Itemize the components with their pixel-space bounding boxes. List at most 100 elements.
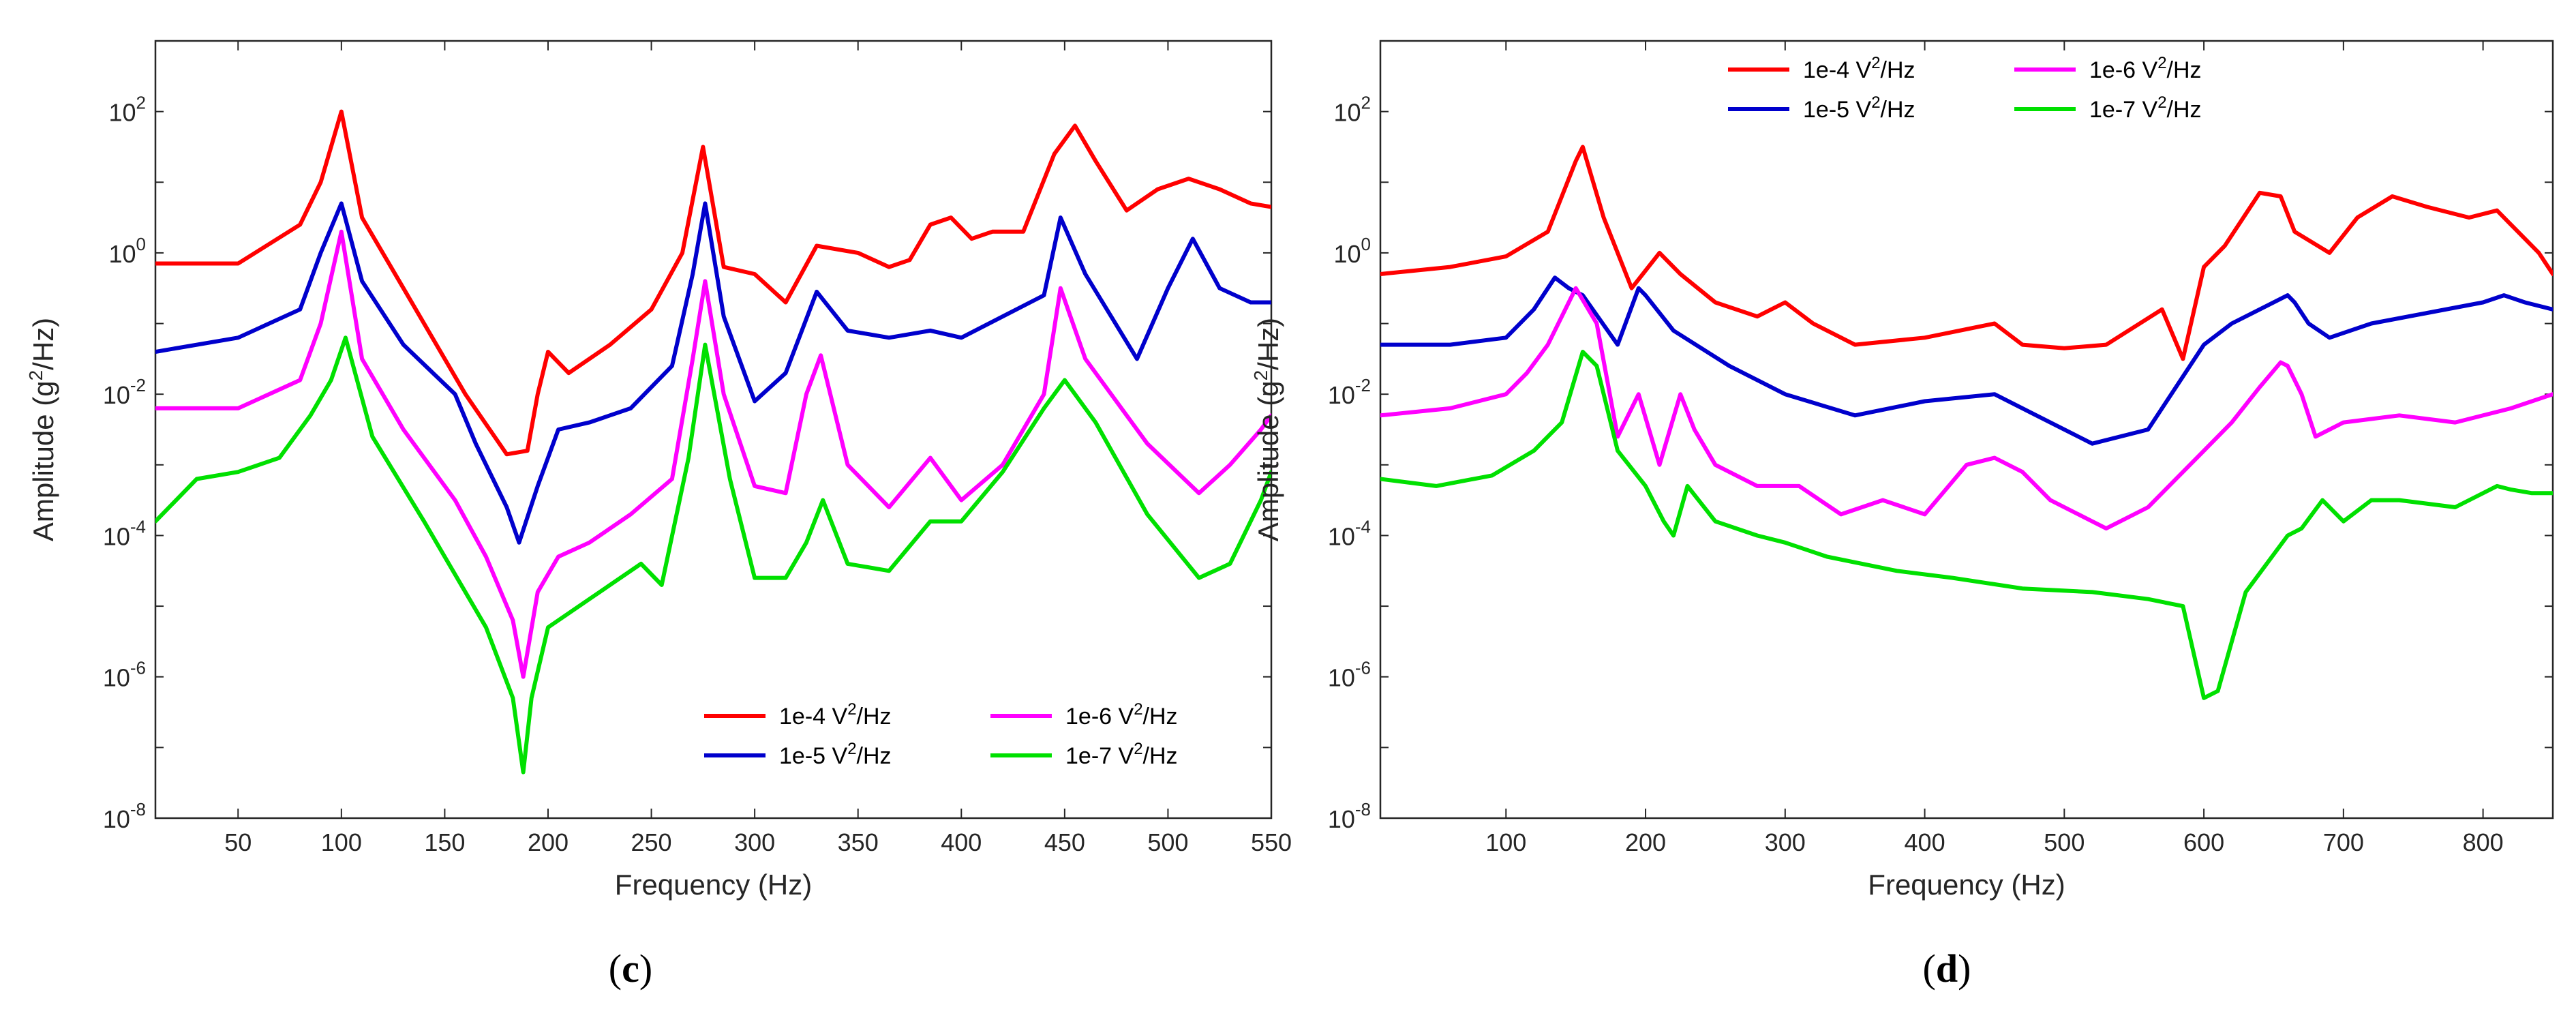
y-tick-label: 102 — [1333, 93, 1371, 127]
figure-caption: (d) — [1923, 946, 1971, 991]
legend-label-tail: /Hz — [1881, 97, 1915, 123]
legend-label-tail: /Hz — [857, 743, 892, 769]
caption-open: ( — [609, 946, 622, 991]
y-tick-label: 10-2 — [103, 375, 146, 409]
x-tick-label: 100 — [321, 828, 362, 856]
y-tick-exponent: -2 — [1355, 375, 1371, 395]
y-tick-label: 102 — [108, 93, 146, 127]
panel-d: 100 200 300 400 500 600 700 80010-810-610-410-2… — [1250, 40, 2554, 991]
legend-label-base: 1e-4 V — [779, 704, 847, 730]
x-tick-label: 450 — [1044, 828, 1085, 856]
x-tick-label: 550 — [1251, 828, 1292, 856]
series-line-2 — [1380, 275, 2553, 446]
x-tick-label: 500 — [1147, 828, 1188, 856]
y-tick-base: 10 — [1328, 805, 1355, 833]
legend-label-sup: 2 — [1871, 54, 1880, 72]
y-tick-base: 10 — [1328, 381, 1355, 409]
series-line-1 — [1380, 145, 2553, 361]
y-tick-label: 10-8 — [1328, 799, 1371, 833]
x-tick-label: 400 — [1905, 828, 1945, 856]
legend-label-sup: 2 — [1134, 740, 1142, 758]
y-tick-label: 10-4 — [103, 516, 146, 550]
y-tick-exponent: -6 — [1355, 658, 1371, 678]
legend-label-tail: /Hz — [1143, 704, 1178, 730]
x-tick-label: 700 — [2323, 828, 2364, 856]
series-line-4 — [1380, 350, 2553, 700]
legend-label-tail: /Hz — [1143, 743, 1178, 769]
legend-label-sup: 2 — [847, 740, 856, 758]
y-tick-base: 10 — [1328, 664, 1355, 692]
legend-label-base: 1e-7 V — [2089, 97, 2157, 123]
legend-label-base: 1e-5 V — [1803, 97, 1871, 123]
y-tick-label: 10-6 — [103, 658, 146, 692]
y-tick-exponent: 0 — [136, 234, 146, 254]
legend-label-tail: /Hz — [1881, 57, 1915, 83]
y-tick-base: 10 — [1333, 240, 1361, 268]
y-tick-base: 10 — [108, 240, 136, 268]
caption-open: ( — [1923, 946, 1936, 991]
y-tick-label: 100 — [108, 234, 146, 268]
plot-area-frame — [1379, 40, 2554, 820]
y-tick-base: 10 — [103, 381, 130, 409]
y-tick-label: 10-4 — [1328, 516, 1371, 550]
legend-label-sup: 2 — [1134, 700, 1142, 719]
caption-close: ) — [1958, 946, 1971, 991]
y-tick-base: 10 — [1333, 99, 1361, 127]
series-line-4 — [155, 335, 1271, 775]
x-tick-label: 150 — [424, 828, 465, 856]
y-axis-label-sup: 2 — [1250, 370, 1271, 381]
legend-label-4: 1e-7 V2/Hz — [2089, 93, 2202, 123]
panel-c: 50 100 150 200 250 300 350 400 450 500 55010-810-6… — [25, 40, 1292, 991]
y-axis-label-tail: /Hz) — [1252, 318, 1284, 370]
legend-label-sup: 2 — [1871, 93, 1880, 112]
x-tick-label: 600 — [2183, 828, 2224, 856]
legend-label-1: 1e-4 V2/Hz — [779, 700, 892, 730]
legend-label-tail: /Hz — [2167, 97, 2202, 123]
y-axis-label-tail: /Hz) — [27, 318, 59, 370]
x-tick-label: 500 — [2044, 828, 2085, 856]
y-tick-label: 10-8 — [103, 799, 146, 833]
figure-caption: (c) — [609, 946, 652, 991]
legend-label-2: 1e-5 V2/Hz — [1803, 93, 1915, 123]
x-tick-label: 800 — [2463, 828, 2504, 856]
legend-label-tail: /Hz — [857, 704, 892, 730]
x-tick-label: 350 — [838, 828, 879, 856]
legend-label-2: 1e-5 V2/Hz — [779, 740, 892, 769]
legend-label-base: 1e-6 V — [2089, 57, 2157, 83]
legend-label-base: 1e-5 V — [779, 743, 847, 769]
y-tick-base: 10 — [103, 664, 130, 692]
legend-label-base: 1e-7 V — [1065, 743, 1134, 769]
y-tick-exponent: -6 — [130, 658, 146, 678]
y-tick-exponent: -8 — [1355, 799, 1371, 820]
caption-close: ) — [639, 946, 652, 991]
x-tick-label: 300 — [1765, 828, 1806, 856]
x-axis-label: Frequency (Hz) — [1868, 869, 2065, 901]
y-tick-label: 100 — [1333, 234, 1371, 268]
legend-label-tail: /Hz — [2167, 57, 2202, 83]
y-tick-exponent: -4 — [1355, 516, 1371, 537]
series-line-3 — [155, 229, 1271, 679]
y-tick-exponent: -8 — [130, 799, 146, 820]
plot-area-frame — [154, 40, 1273, 820]
series-line-2 — [155, 201, 1271, 545]
y-tick-base: 10 — [103, 522, 130, 550]
y-axis-label: Amplitude (g2/Hz) — [1250, 318, 1284, 541]
legend-label-3: 1e-6 V2/Hz — [1065, 700, 1178, 730]
legend-label-sup: 2 — [2157, 93, 2166, 112]
y-tick-exponent: 2 — [136, 93, 146, 113]
y-tick-base: 10 — [1328, 522, 1355, 550]
y-tick-label: 10-2 — [1328, 375, 1371, 409]
caption-letter: d — [1936, 946, 1958, 991]
x-axis-label: Frequency (Hz) — [615, 869, 812, 901]
legend-label-1: 1e-4 V2/Hz — [1803, 54, 1915, 83]
legend-label-sup: 2 — [847, 700, 856, 719]
y-axis-label-main: Amplitude (g — [1252, 380, 1284, 541]
x-tick-label: 200 — [528, 828, 569, 856]
legend-label-4: 1e-7 V2/Hz — [1065, 740, 1178, 769]
series-group — [1380, 145, 2553, 700]
y-axis-label-main: Amplitude (g — [27, 380, 59, 541]
y-tick-base: 10 — [108, 99, 136, 127]
